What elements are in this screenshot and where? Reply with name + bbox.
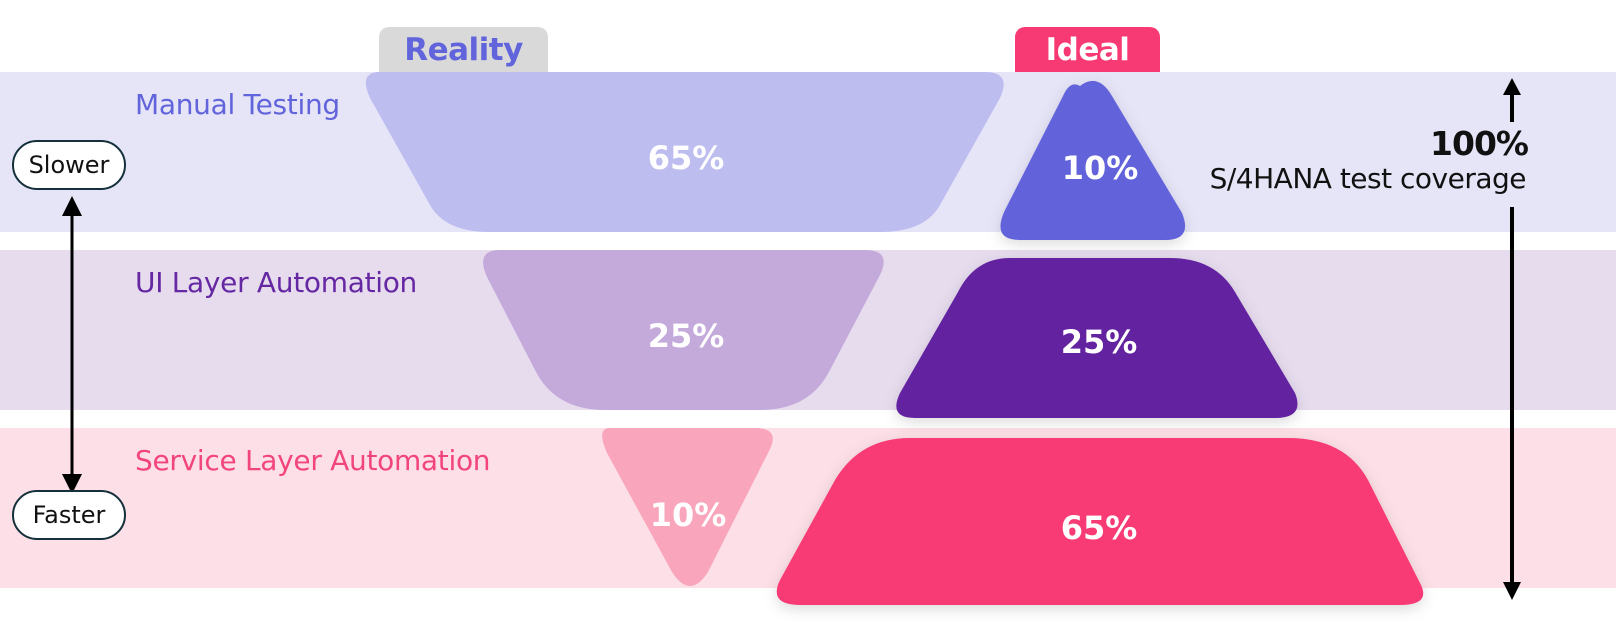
reality-service-shape xyxy=(602,428,773,586)
faster-label: Faster xyxy=(12,490,126,540)
coverage-label: S/4HANA test coverage xyxy=(1209,162,1527,195)
reality-ui-value: 25% xyxy=(647,317,725,355)
row-label-ui-layer-automation: UI Layer Automation xyxy=(135,266,417,299)
row-label-manual-testing: Manual Testing xyxy=(135,88,340,121)
reality-manual-shape xyxy=(365,72,1004,232)
row-label-service-layer-automation: Service Layer Automation xyxy=(135,444,491,477)
ideal-ui-shape xyxy=(896,258,1298,418)
reality-ui-shape xyxy=(483,250,884,410)
coverage-value: 100% xyxy=(1430,124,1529,163)
reality-manual-value: 65% xyxy=(647,139,725,177)
slower-label: Slower xyxy=(12,140,126,190)
ideal-manual-value: 10% xyxy=(1061,149,1139,187)
column-header-ideal: Ideal xyxy=(1015,27,1160,72)
ideal-manual-shape xyxy=(1000,80,1186,240)
ideal-service-shape xyxy=(776,438,1424,605)
ideal-ui-value: 25% xyxy=(1060,323,1138,361)
ideal-service-value: 65% xyxy=(1060,509,1138,547)
reality-service-value: 10% xyxy=(649,496,727,534)
column-header-reality: Reality xyxy=(379,27,548,72)
